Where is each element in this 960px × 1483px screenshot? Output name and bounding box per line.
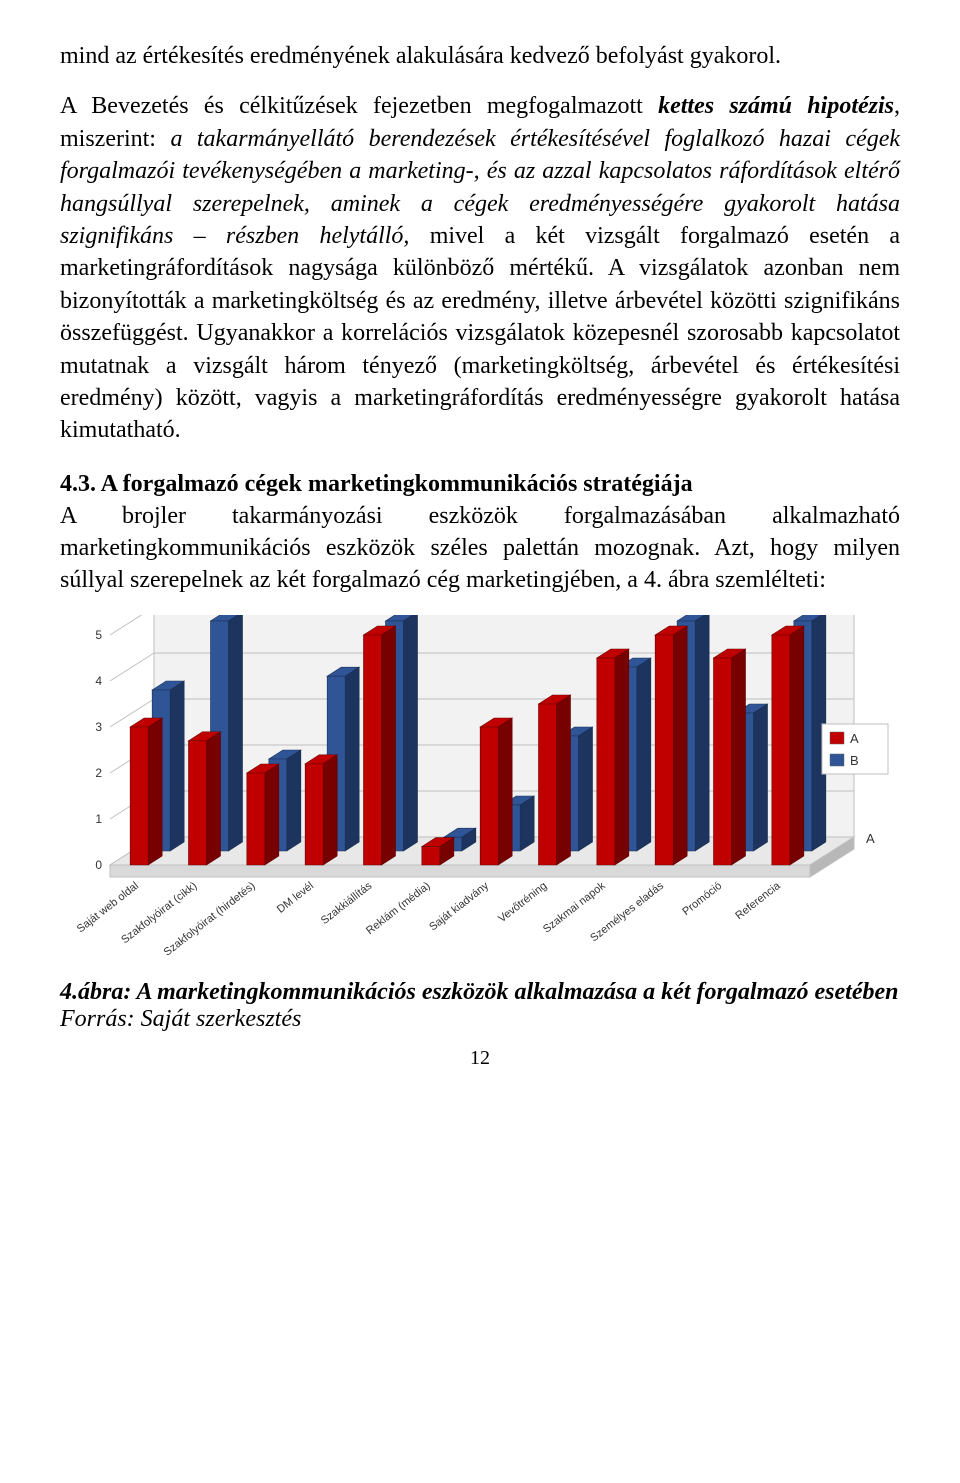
paragraph-hypothesis: A Bevezetés és célkitűzések fejezetben m… (60, 90, 900, 446)
p2-e: mivel a két vizsgált forgalmazó esetén a… (60, 223, 900, 443)
source-text: Forrás: Saját szerkesztés (60, 1006, 301, 1032)
svg-text:3: 3 (95, 720, 102, 734)
svg-text:4: 4 (95, 674, 102, 688)
heading-text: 4.3. A forgalmazó cégek marketingkommuni… (60, 471, 693, 497)
svg-text:1: 1 (95, 812, 102, 826)
svg-text:A: A (866, 831, 875, 846)
p2-a: A Bevezetés és célkitűzések fejezetben m… (60, 93, 658, 119)
page-number: 12 (60, 1047, 900, 1070)
page-number-text: 12 (470, 1047, 490, 1069)
section-heading: 4.3. A forgalmazó cégek marketingkommuni… (60, 471, 900, 498)
svg-text:Saját kiadvány: Saját kiadvány (427, 879, 491, 933)
p3-text: A brojler takarmányozási eszközök forgal… (60, 503, 900, 594)
paragraph-lead: mind az értékesítés eredményének alakulá… (60, 40, 900, 72)
svg-text:Referencia: Referencia (733, 879, 783, 922)
svg-text:B: B (850, 753, 859, 768)
svg-text:A: A (850, 731, 859, 746)
svg-text:Vevőtréning: Vevőtréning (496, 880, 549, 925)
caption-text: 4.ábra: A marketingkommunikációs eszközö… (60, 979, 898, 1005)
bar-chart-3d: 012345ASaját web oldalSzakfolyóirat (cik… (60, 615, 900, 965)
svg-text:Reklám (média): Reklám (média) (364, 880, 433, 937)
svg-text:5: 5 (95, 628, 102, 642)
svg-text:Promóció: Promóció (680, 880, 724, 918)
paragraph-intro-chart: A brojler takarmányozási eszközök forgal… (60, 500, 900, 597)
chart-container: 012345ASaját web oldalSzakfolyóirat (cik… (60, 615, 900, 965)
svg-text:0: 0 (95, 858, 102, 872)
p2-bi: kettes számú hipotézis (658, 93, 894, 119)
figure-caption: 4.ábra: A marketingkommunikációs eszközö… (60, 979, 900, 1006)
lead-text: mind az értékesítés eredményének alakulá… (60, 43, 781, 69)
svg-text:2: 2 (95, 766, 102, 780)
svg-text:Szakkiállítás: Szakkiállítás (319, 879, 375, 926)
svg-text:DM levél: DM levél (275, 880, 316, 916)
figure-source: Forrás: Saját szerkesztés (60, 1006, 900, 1033)
